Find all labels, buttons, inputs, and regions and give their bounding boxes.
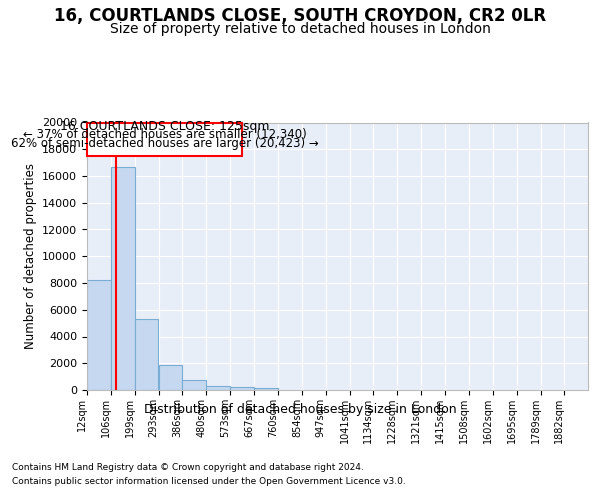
Bar <box>182 380 206 390</box>
Text: Contains public sector information licensed under the Open Government Licence v3: Contains public sector information licen… <box>12 478 406 486</box>
Bar <box>159 366 182 390</box>
Y-axis label: Number of detached properties: Number of detached properties <box>23 163 37 349</box>
Bar <box>135 319 158 390</box>
Text: Distribution of detached houses by size in London: Distribution of detached houses by size … <box>143 402 457 415</box>
Bar <box>87 280 111 390</box>
Text: 16 COURTLANDS CLOSE: 125sqm: 16 COURTLANDS CLOSE: 125sqm <box>60 120 269 133</box>
Bar <box>230 388 254 390</box>
Bar <box>206 386 230 390</box>
Bar <box>254 388 278 390</box>
Text: Contains HM Land Registry data © Crown copyright and database right 2024.: Contains HM Land Registry data © Crown c… <box>12 462 364 471</box>
Text: ← 37% of detached houses are smaller (12,340): ← 37% of detached houses are smaller (12… <box>23 128 307 141</box>
Text: 62% of semi-detached houses are larger (20,423) →: 62% of semi-detached houses are larger (… <box>11 138 319 150</box>
Bar <box>111 168 135 390</box>
Text: 16, COURTLANDS CLOSE, SOUTH CROYDON, CR2 0LR: 16, COURTLANDS CLOSE, SOUTH CROYDON, CR2… <box>54 8 546 26</box>
Text: Size of property relative to detached houses in London: Size of property relative to detached ho… <box>110 22 490 36</box>
Bar <box>87 122 242 156</box>
